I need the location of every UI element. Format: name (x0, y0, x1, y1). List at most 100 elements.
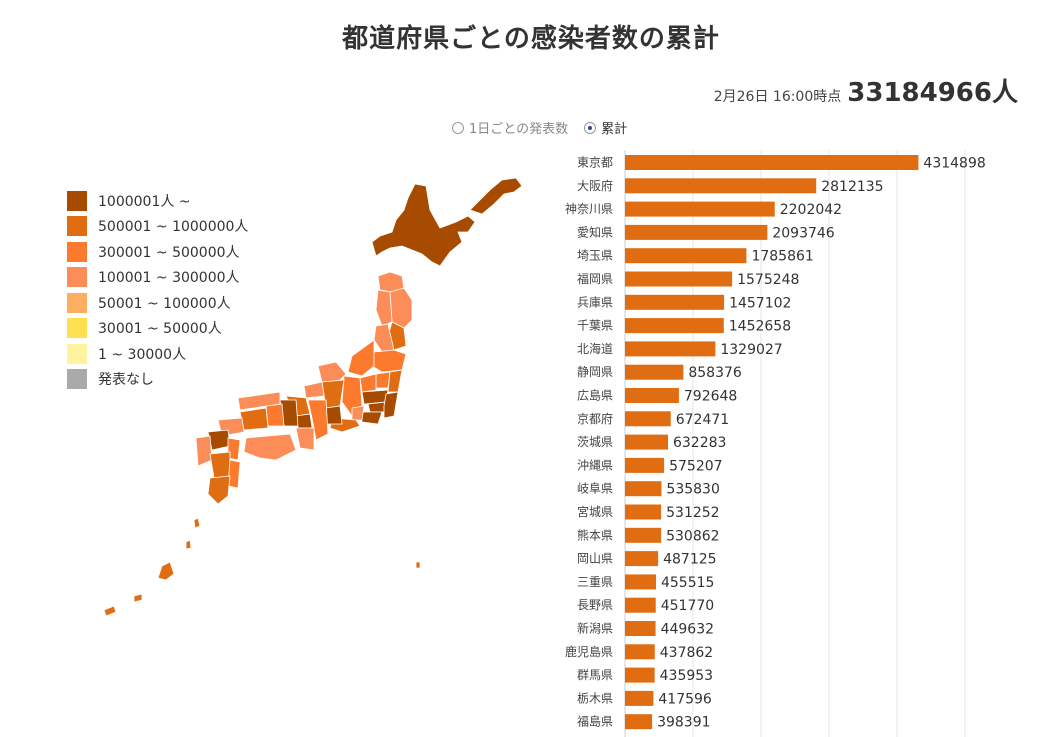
map-kanagawa[interactable] (359, 411, 383, 425)
bar-value-label: 487125 (663, 552, 716, 568)
map-nara-wakayama[interactable] (295, 427, 315, 451)
bar[interactable] (625, 248, 747, 264)
map-niigata[interactable] (347, 339, 375, 377)
map-akita[interactable] (375, 289, 393, 327)
page-title: 都道府県ごとの感染者数の累計 (342, 24, 720, 54)
bar-value-label: 632283 (673, 435, 726, 451)
legend-item: 300001 ~ 500000人 (67, 239, 248, 265)
bar-layer: 東京都 4314898 大阪府 2812135 神奈川県 2202042 愛知県 209374… (565, 155, 986, 731)
bar-category-label: 埼玉県 (577, 249, 613, 263)
map-shiga-mie[interactable] (307, 399, 329, 441)
bar[interactable] (625, 155, 919, 170)
map-shikoku[interactable] (243, 433, 297, 461)
map-fukushima[interactable] (371, 349, 407, 373)
map-okayama[interactable] (265, 403, 285, 427)
legend-swatch (67, 216, 87, 237)
bar[interactable] (625, 690, 654, 706)
map-okinawa[interactable] (157, 561, 175, 581)
radio-cumulative-label[interactable]: 累計 (601, 122, 628, 137)
bar[interactable] (625, 178, 817, 194)
map-aichi[interactable] (325, 405, 343, 425)
bar[interactable] (625, 434, 668, 450)
map-island-3[interactable] (133, 593, 143, 603)
as-of-summary: 2月26日 16:00時点 33184966人 (714, 72, 1018, 109)
bar-value-label: 2812135 (821, 179, 883, 195)
bar-category-label: 北海道 (577, 341, 613, 356)
bar-value-label: 1329027 (720, 342, 782, 358)
map-island-5[interactable] (415, 561, 421, 569)
map-tokyo[interactable] (367, 401, 387, 413)
bar-category-label: 宮城県 (577, 504, 613, 519)
bar[interactable] (625, 201, 775, 217)
map-fukui[interactable] (303, 381, 325, 399)
legend-swatch (67, 267, 87, 288)
radio-daily-circle[interactable] (452, 121, 464, 134)
bar[interactable] (625, 504, 662, 520)
bar[interactable] (625, 457, 665, 473)
bar-category-label: 静岡県 (577, 365, 613, 379)
bar[interactable] (625, 294, 725, 310)
legend-item: 50001 ~ 100000人 (67, 290, 248, 316)
bar[interactable] (625, 271, 733, 287)
map-osaka[interactable] (295, 413, 313, 429)
bar[interactable] (625, 388, 679, 403)
bar[interactable] (625, 341, 716, 357)
map-island-1[interactable] (193, 517, 201, 529)
map-kumamoto[interactable] (209, 451, 231, 479)
bar[interactable] (625, 574, 656, 590)
map-tottori-shimane[interactable] (237, 391, 281, 411)
map-kagoshima[interactable] (207, 475, 231, 505)
map-toyama-ishikawa[interactable] (317, 361, 347, 385)
map-island-2[interactable] (185, 539, 192, 550)
map-iwate[interactable] (389, 287, 413, 329)
bar[interactable] (625, 667, 655, 683)
bar[interactable] (625, 224, 768, 240)
bar-category-label: 神奈川県 (565, 202, 613, 216)
map-oita[interactable] (227, 437, 241, 461)
legend-item: 発表なし (67, 367, 248, 393)
radio-daily-label[interactable]: 1日ごとの発表数 (469, 122, 569, 137)
map-hiroshima[interactable] (239, 407, 269, 431)
map-saga-nagasaki[interactable] (195, 435, 213, 467)
map-hokkaido-east[interactable] (469, 177, 523, 215)
radio-cumulative[interactable]: 累計 (584, 118, 627, 137)
bar-value-label: 672471 (676, 412, 729, 428)
bar[interactable] (625, 411, 671, 427)
bar-category-label: 熊本県 (577, 527, 613, 542)
map-tochigi[interactable] (375, 371, 391, 389)
bar-value-label: 449632 (661, 622, 714, 638)
bar-category-label: 鹿児島県 (565, 644, 613, 659)
radio-daily[interactable]: 1日ごとの発表数 (452, 118, 568, 137)
map-island-4[interactable] (103, 605, 117, 617)
bar[interactable] (625, 621, 656, 636)
legend-label: 50001 ~ 100000人 (98, 295, 231, 312)
bar-category-label: 三重県 (577, 575, 613, 589)
map-miyazaki[interactable] (227, 459, 241, 489)
bar[interactable] (625, 714, 653, 730)
legend-label: 100001 ~ 300000人 (98, 270, 240, 287)
radio-cumulative-circle[interactable] (584, 121, 597, 134)
bar[interactable] (625, 527, 662, 543)
bar-value-label: 398391 (657, 715, 710, 731)
map-hokkaido[interactable] (371, 183, 476, 267)
bar-chart: 東京都 4314898 大阪府 2812135 神奈川県 2202042 愛知県 209374… (565, 150, 986, 737)
bar-value-label: 535830 (666, 482, 719, 498)
bar[interactable] (625, 644, 655, 660)
japan-map (103, 177, 523, 617)
bar[interactable] (625, 597, 656, 613)
bar-value-label: 4314898 (923, 156, 985, 172)
as-of-label: 2月26日 16:00時点 (713, 89, 842, 105)
bar-value-label: 792648 (684, 389, 737, 405)
map-chiba[interactable] (383, 391, 399, 419)
map-legend: 1000001人 ~ 500001 ~ 1000000人 300001 ~ 5000… (67, 188, 248, 392)
map-gunma[interactable] (359, 373, 377, 393)
bar[interactable] (625, 318, 724, 334)
bar[interactable] (625, 551, 659, 567)
bar-category-label: 福島県 (577, 714, 613, 729)
legend-swatch (67, 318, 87, 339)
map-yamanashi[interactable] (351, 405, 365, 421)
bar-value-label: 1785861 (751, 249, 813, 265)
bar[interactable] (625, 481, 662, 497)
bar[interactable] (625, 364, 684, 380)
bar-value-label: 2202042 (780, 202, 842, 218)
